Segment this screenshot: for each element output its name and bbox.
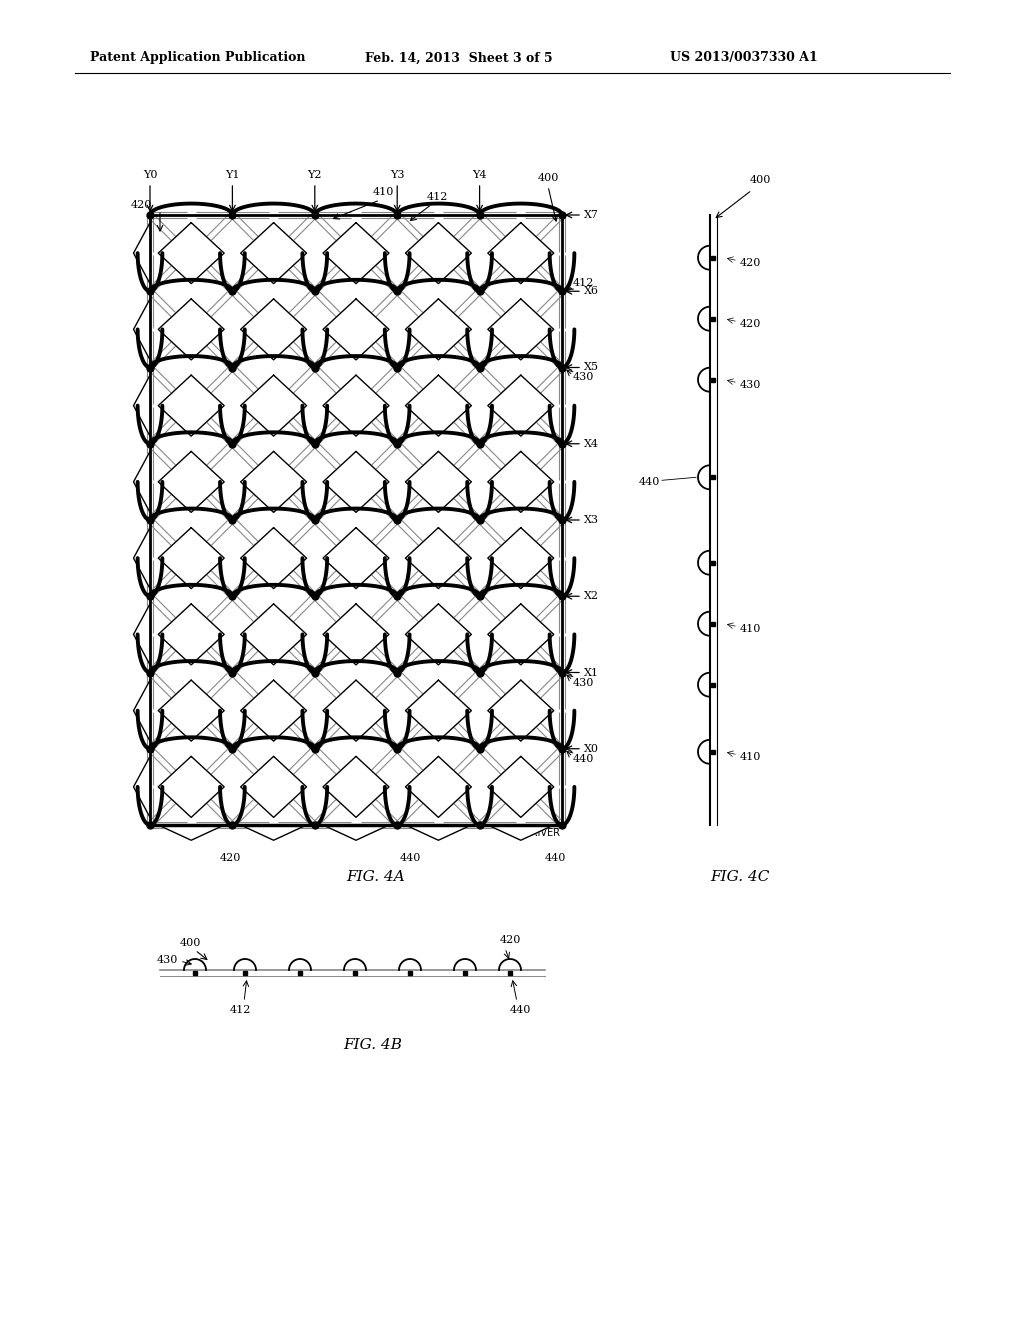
Polygon shape — [159, 825, 224, 841]
Polygon shape — [406, 223, 471, 284]
Polygon shape — [487, 375, 554, 436]
Text: 420: 420 — [740, 318, 762, 329]
Text: 420: 420 — [740, 257, 762, 268]
Polygon shape — [487, 528, 554, 589]
Polygon shape — [159, 298, 224, 360]
Text: FIG. 4C: FIG. 4C — [711, 870, 770, 884]
Polygon shape — [159, 680, 224, 741]
Polygon shape — [487, 223, 554, 284]
Polygon shape — [159, 223, 224, 284]
Polygon shape — [159, 451, 224, 512]
Text: X4: X4 — [584, 438, 599, 449]
Polygon shape — [133, 375, 150, 436]
Polygon shape — [133, 756, 150, 817]
Polygon shape — [406, 528, 471, 589]
Text: X1: X1 — [584, 668, 599, 677]
Text: 412: 412 — [573, 279, 594, 288]
Polygon shape — [323, 451, 389, 512]
Text: 420: 420 — [131, 201, 152, 210]
Text: Feb. 14, 2013  Sheet 3 of 5: Feb. 14, 2013 Sheet 3 of 5 — [365, 51, 553, 65]
Polygon shape — [241, 375, 306, 436]
Polygon shape — [323, 680, 389, 741]
Polygon shape — [487, 451, 554, 512]
Polygon shape — [241, 603, 306, 665]
Text: 430: 430 — [573, 372, 594, 383]
Polygon shape — [133, 451, 150, 512]
Text: Y0: Y0 — [142, 170, 158, 180]
Text: 440: 440 — [639, 478, 660, 487]
Text: Patent Application Publication: Patent Application Publication — [90, 51, 305, 65]
Polygon shape — [159, 375, 224, 436]
Polygon shape — [133, 603, 150, 665]
Polygon shape — [323, 603, 389, 665]
Polygon shape — [323, 756, 389, 817]
Text: FIG. 4A: FIG. 4A — [347, 870, 406, 884]
Polygon shape — [406, 375, 471, 436]
Polygon shape — [487, 298, 554, 360]
Text: 420: 420 — [500, 935, 521, 945]
Text: X6: X6 — [584, 286, 599, 296]
Text: 400: 400 — [538, 173, 559, 183]
Text: 440: 440 — [509, 1005, 530, 1015]
Polygon shape — [487, 603, 554, 665]
Polygon shape — [159, 603, 224, 665]
Polygon shape — [241, 451, 306, 512]
Polygon shape — [323, 528, 389, 589]
Text: X3: X3 — [584, 515, 599, 525]
Polygon shape — [241, 756, 306, 817]
Polygon shape — [406, 756, 471, 817]
Polygon shape — [241, 528, 306, 589]
Polygon shape — [323, 298, 389, 360]
Text: X2: X2 — [584, 591, 599, 601]
Polygon shape — [323, 223, 389, 284]
Text: 440: 440 — [545, 853, 565, 863]
Text: 410: 410 — [740, 624, 762, 634]
Polygon shape — [133, 298, 150, 360]
Polygon shape — [159, 756, 224, 817]
Text: 430: 430 — [573, 677, 594, 688]
Text: DRIVER: DRIVER — [523, 828, 560, 838]
Text: 400: 400 — [180, 939, 202, 948]
Text: 440: 440 — [399, 853, 421, 863]
Polygon shape — [241, 223, 306, 284]
Polygon shape — [406, 680, 471, 741]
Polygon shape — [159, 528, 224, 589]
Text: 430: 430 — [157, 954, 178, 965]
Bar — [150, 215, 562, 825]
Polygon shape — [487, 680, 554, 741]
Text: 410: 410 — [740, 752, 762, 762]
Text: 440: 440 — [573, 754, 594, 764]
Text: Y3: Y3 — [390, 170, 404, 180]
Polygon shape — [241, 298, 306, 360]
Text: 420: 420 — [219, 853, 241, 863]
Polygon shape — [487, 756, 554, 817]
Polygon shape — [323, 825, 389, 841]
Polygon shape — [133, 680, 150, 741]
Text: 430: 430 — [740, 380, 762, 389]
Text: US 2013/0037330 A1: US 2013/0037330 A1 — [670, 51, 818, 65]
Polygon shape — [133, 223, 150, 284]
Polygon shape — [487, 825, 554, 841]
Text: FIG. 4B: FIG. 4B — [343, 1038, 402, 1052]
Text: Y4: Y4 — [472, 170, 486, 180]
Text: X0: X0 — [584, 743, 599, 754]
Polygon shape — [406, 603, 471, 665]
Text: Y1: Y1 — [225, 170, 240, 180]
Polygon shape — [241, 680, 306, 741]
Text: X5: X5 — [584, 363, 599, 372]
Text: Y2: Y2 — [307, 170, 323, 180]
Text: 412: 412 — [427, 191, 449, 202]
Text: 412: 412 — [229, 1005, 251, 1015]
Text: X7: X7 — [584, 210, 599, 220]
Text: 410: 410 — [373, 187, 394, 197]
Text: 400: 400 — [750, 176, 771, 185]
Polygon shape — [133, 528, 150, 589]
Polygon shape — [323, 375, 389, 436]
Polygon shape — [406, 298, 471, 360]
Polygon shape — [241, 825, 306, 841]
Polygon shape — [406, 451, 471, 512]
Polygon shape — [406, 825, 471, 841]
